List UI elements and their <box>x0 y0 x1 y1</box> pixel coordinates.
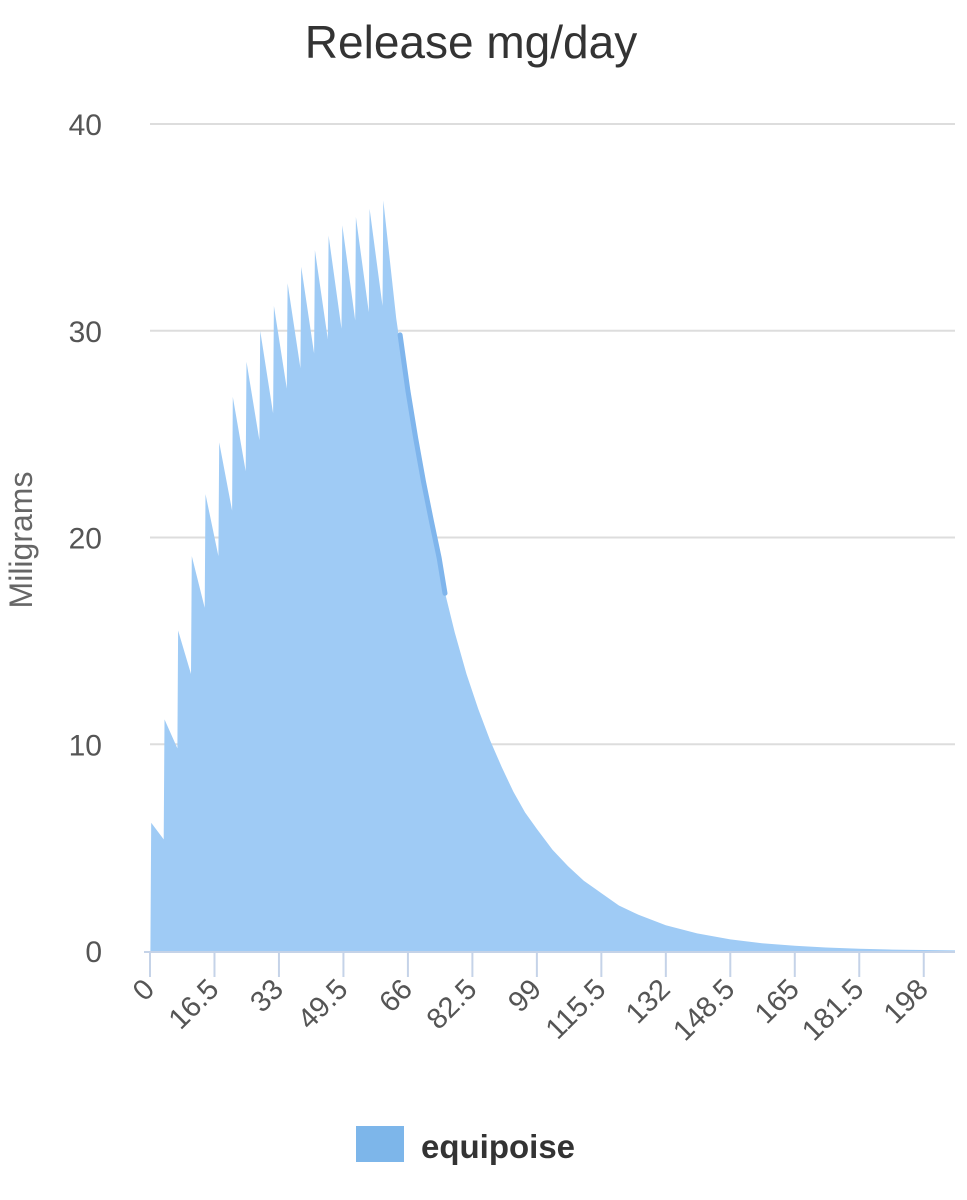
x-tick-label: 165 <box>749 973 806 1030</box>
x-tick-label: 16.5 <box>163 973 226 1036</box>
x-tick-label: 82.5 <box>421 973 484 1036</box>
y-axis-label: Miligrams <box>3 472 39 609</box>
legend-swatch <box>356 1126 404 1162</box>
area-equipoise <box>150 200 955 951</box>
area-overlap-edge <box>397 332 448 596</box>
y-tick-label: 30 <box>69 316 102 349</box>
x-tick-label: 148.5 <box>667 973 741 1047</box>
x-tick-label: 198 <box>878 973 935 1030</box>
y-tick-label: 20 <box>69 523 102 556</box>
x-tick-label: 99 <box>502 973 547 1018</box>
y-axis-ticks: 0 10 20 30 40 <box>69 109 102 969</box>
x-tick-label: 115.5 <box>540 973 612 1045</box>
x-tick-label: 33 <box>244 973 289 1018</box>
x-tick-label: 181.5 <box>796 973 870 1047</box>
x-tick-label: 66 <box>373 973 418 1018</box>
y-tick-label: 0 <box>85 936 102 969</box>
plot-area <box>150 200 955 951</box>
x-tick-label: 0 <box>127 973 161 1007</box>
legend-label: equipoise <box>421 1128 575 1165</box>
chart-title: Release mg/day <box>305 16 637 68</box>
y-tick-label: 10 <box>69 729 102 762</box>
y-tick-label: 40 <box>69 109 102 142</box>
x-tick-label: 132 <box>620 973 677 1030</box>
legend: equipoise <box>356 1126 575 1165</box>
x-tick-label: 49.5 <box>292 973 355 1036</box>
